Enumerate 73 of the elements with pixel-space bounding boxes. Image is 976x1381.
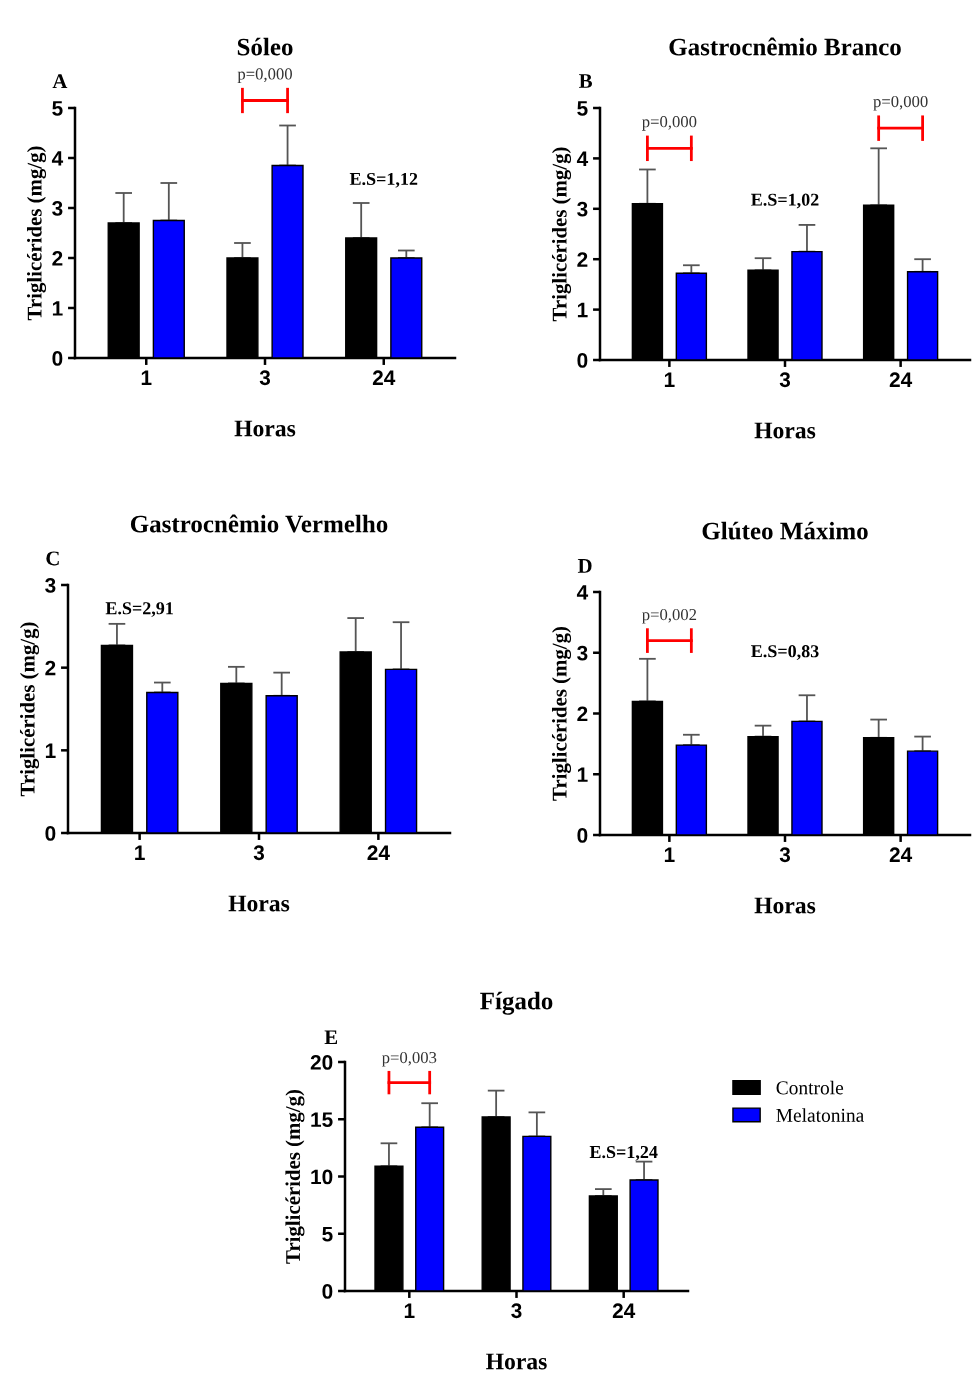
y-tick-label: 5: [52, 101, 63, 116]
y-tick-label: 1: [577, 302, 588, 318]
x-tick-label: 1: [664, 847, 675, 862]
x-axis-title: Horas: [754, 897, 816, 914]
y-tick-label: 4: [576, 151, 589, 166]
x-tick-label: 1: [664, 372, 675, 387]
y-tick-label: 0: [322, 1284, 333, 1299]
x-tick-label: 24: [889, 372, 913, 387]
y-tick-label: 3: [45, 578, 56, 593]
y-tick-label: 4: [576, 585, 589, 600]
x-tick-label: 24: [367, 845, 390, 860]
y-tick-label: 2: [52, 251, 63, 266]
y-axis-title: Triglicérides (mg/g): [551, 626, 572, 801]
y-axis-title: Triglicérides (mg/g): [19, 622, 40, 797]
y-tick-label: 0: [52, 351, 63, 366]
text: C: [46, 551, 59, 566]
chart-title: Fígado: [480, 991, 553, 1015]
legend-label: Melatonina: [776, 1108, 865, 1122]
chart-title: Glúteo Máximo: [702, 521, 868, 540]
y-tick-label: 0: [577, 353, 588, 368]
y-tick-label: 1: [45, 743, 56, 758]
legend-label: Controle: [776, 1080, 844, 1095]
x-tick-label: 3: [511, 1303, 522, 1319]
annotation: E.S=1,12: [349, 172, 418, 188]
y-axis-title: Triglicérides (mg/g): [26, 146, 47, 321]
chart-title: Gastrocnêmio Vermelho: [130, 514, 388, 533]
y-tick-label: 3: [52, 201, 63, 216]
x-tick-label: 3: [253, 845, 265, 861]
x-tick-label: 3: [779, 372, 791, 388]
x-tick-label: 1: [141, 370, 152, 385]
text: D: [577, 559, 592, 573]
y-tick-label: 2: [45, 660, 56, 676]
x-axis-title: Horas: [234, 420, 296, 437]
text: E: [324, 1030, 338, 1045]
text: p=0,000: [237, 68, 292, 83]
y-tick-label: 20: [310, 1055, 333, 1070]
y-tick-label: 10: [311, 1169, 333, 1185]
x-tick-label: 1: [135, 845, 145, 860]
x-tick-label: 3: [259, 370, 271, 386]
annotation: E.S=0,83: [751, 645, 819, 660]
y-tick-label: 3: [577, 645, 588, 661]
x-tick-label: 24: [612, 1303, 636, 1318]
x-axis-title: Horas: [486, 1353, 547, 1370]
annotation: E.S=1,24: [589, 1145, 658, 1161]
y-tick-label: 0: [577, 828, 588, 843]
y-axis-title: Triglicérides (mg/g): [285, 1089, 305, 1264]
chart-title: Sóleo: [237, 37, 293, 56]
y-tick-label: 3: [577, 201, 588, 217]
y-axis-title: Triglicérides (mg/g): [551, 147, 572, 322]
x-tick-label: 24: [372, 370, 396, 385]
y-tick-label: 5: [322, 1226, 333, 1242]
annotation: E.S=2,91: [105, 602, 173, 617]
y-tick-label: 2: [577, 252, 588, 267]
y-tick-label: 5: [577, 101, 588, 116]
y-tick-label: 1: [52, 301, 63, 316]
annotation: E.S=1,02: [751, 193, 819, 209]
y-tick-label: 2: [577, 706, 588, 722]
chart-title: Gastrocnêmio Branco: [669, 37, 901, 56]
y-tick-label: 15: [311, 1112, 333, 1127]
annotation: p=0,000: [642, 116, 697, 131]
x-axis-title: Horas: [228, 895, 290, 912]
annotation: p=0,002: [642, 608, 697, 624]
text: A: [52, 74, 68, 89]
x-tick-label: 3: [779, 847, 791, 863]
x-tick-label: 1: [404, 1303, 415, 1318]
y-tick-label: 0: [45, 826, 56, 841]
x-tick-label: 24: [889, 847, 913, 862]
text: B: [579, 74, 593, 88]
annotation: p=0,000: [873, 95, 928, 111]
y-tick-label: 1: [577, 767, 588, 782]
y-tick-label: 4: [51, 151, 64, 166]
x-axis-title: Horas: [754, 422, 816, 439]
annotation: p=0,003: [381, 1051, 437, 1067]
